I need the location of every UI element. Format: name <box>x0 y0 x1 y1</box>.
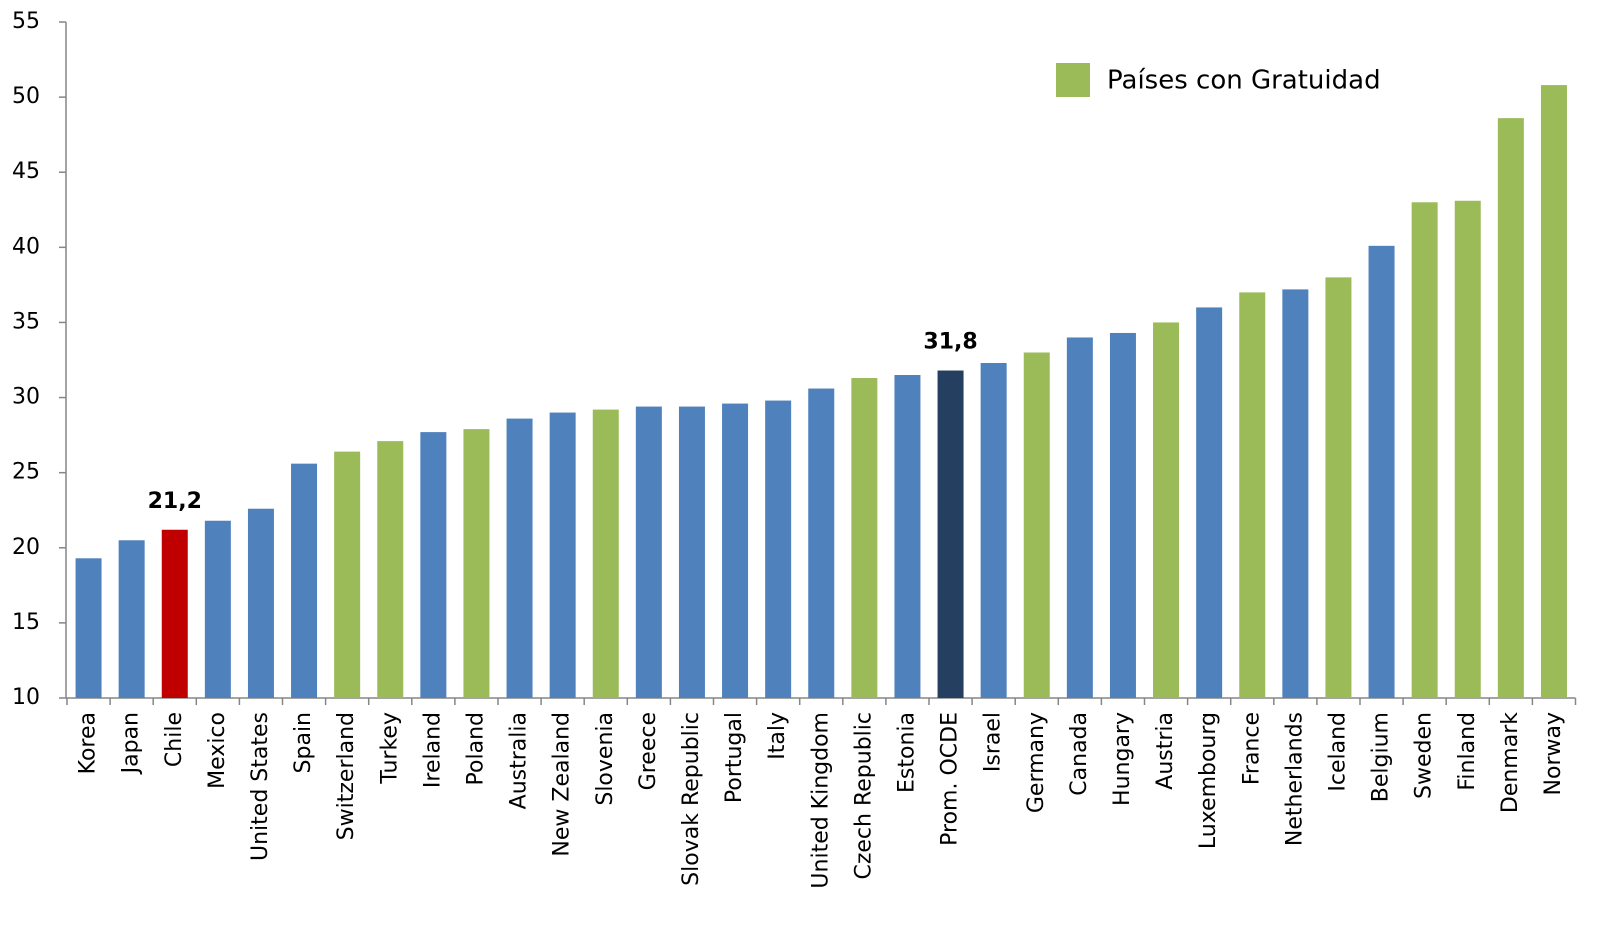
x-tick-label: Poland <box>463 712 488 785</box>
bar <box>1368 245 1395 698</box>
bar <box>678 406 705 698</box>
y-tick-label: 20 <box>12 535 40 560</box>
x-tick-label: Norway <box>1541 712 1566 795</box>
x-tick-label: Luxembourg <box>1196 712 1221 849</box>
bar <box>722 403 749 698</box>
bar <box>1282 289 1309 698</box>
y-tick-label: 55 <box>12 9 40 34</box>
bar <box>1540 85 1567 699</box>
x-tick-label: France <box>1239 712 1264 785</box>
bar <box>894 375 921 698</box>
x-tick-label: Chile <box>162 712 187 767</box>
bar <box>377 441 404 698</box>
x-tick-label: Australia <box>507 712 532 809</box>
bar <box>161 529 188 698</box>
x-tick-label: Portugal <box>722 712 747 803</box>
bar <box>635 406 662 698</box>
x-tick-label: Estonia <box>894 712 919 793</box>
bar <box>1454 200 1481 698</box>
bar <box>463 429 490 698</box>
y-tick-label: 30 <box>12 385 40 410</box>
x-tick-label: Denmark <box>1498 712 1523 813</box>
y-tick-label: 45 <box>12 159 40 184</box>
x-tick-label: Netherlands <box>1282 712 1307 846</box>
x-tick-label: New Zealand <box>550 712 575 857</box>
bar <box>420 432 447 698</box>
legend-swatch <box>1056 63 1090 97</box>
x-tick-label: Iceland <box>1325 712 1350 792</box>
y-tick-label: 15 <box>12 610 40 635</box>
y-tick-label: 10 <box>12 685 40 710</box>
y-tick-label: 25 <box>12 460 40 485</box>
bar <box>1023 352 1050 698</box>
bar <box>1325 277 1352 698</box>
x-tick-label: Ireland <box>420 712 445 788</box>
bar <box>247 508 274 698</box>
legend-label: Países con Gratuidad <box>1107 66 1381 96</box>
bar <box>291 463 318 698</box>
bar <box>592 409 619 698</box>
bar <box>1066 337 1093 698</box>
x-tick-label: Israel <box>981 712 1006 772</box>
bar <box>1153 322 1180 698</box>
bar <box>1196 307 1223 698</box>
bar <box>204 520 231 698</box>
x-tick-label: Switzerland <box>334 712 359 840</box>
x-tick-label: Austria <box>1153 712 1178 790</box>
x-tick-label: Turkey <box>377 712 402 785</box>
data-label: 21,2 <box>148 489 202 514</box>
x-tick-label: United States <box>248 712 273 861</box>
bar <box>1497 118 1524 699</box>
bar <box>980 363 1007 698</box>
x-tick-label: Spain <box>291 712 316 773</box>
bar <box>334 451 361 698</box>
bar <box>1109 332 1136 698</box>
x-tick-label: Belgium <box>1369 712 1394 802</box>
bar <box>808 388 835 698</box>
x-tick-label: Mexico <box>205 712 230 789</box>
bar <box>851 378 878 698</box>
x-tick-label: Hungary <box>1110 712 1135 806</box>
x-tick-label: Czech Republic <box>851 712 876 880</box>
x-tick-label: Greece <box>636 712 661 790</box>
x-tick-label: Japan <box>119 712 144 775</box>
x-tick-label: United Kingdom <box>808 712 833 889</box>
x-tick-label: Canada <box>1067 712 1092 796</box>
y-tick-label: 50 <box>12 84 40 109</box>
x-tick-label: Italy <box>765 712 790 760</box>
bar <box>1411 202 1438 698</box>
x-tick-label: Slovak Republic <box>679 712 704 886</box>
bar <box>1239 292 1266 698</box>
bar <box>765 400 792 698</box>
bar <box>118 540 145 698</box>
bar <box>549 412 576 698</box>
x-tick-label: Slovenia <box>593 712 618 806</box>
x-tick-label: Finland <box>1455 712 1480 791</box>
y-tick-label: 40 <box>12 234 40 259</box>
data-label: 31,8 <box>923 330 977 355</box>
x-tick-label: Prom. OCDE <box>938 712 963 846</box>
y-tick-label: 35 <box>12 309 40 334</box>
bar <box>75 558 102 698</box>
bar <box>937 370 964 698</box>
x-tick-label: Germany <box>1024 712 1049 813</box>
x-tick-label: Sweden <box>1412 712 1437 799</box>
bar <box>506 418 533 698</box>
x-tick-label: Korea <box>76 712 101 774</box>
